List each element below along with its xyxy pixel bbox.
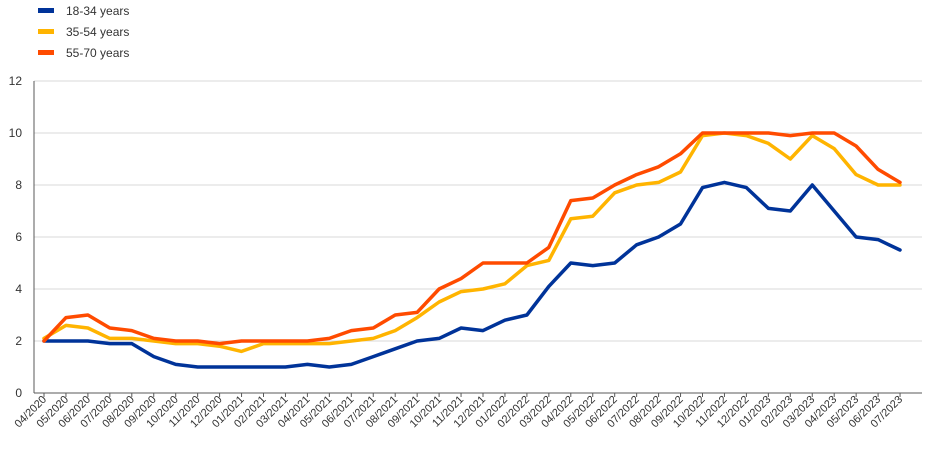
legend-swatch-18-34: [38, 8, 54, 13]
series-line-55-70-years: [42, 131, 902, 346]
legend-label-18-34: 18-34 years: [66, 3, 130, 18]
legend-swatch-35-54: [38, 29, 54, 34]
series-lines: [42, 131, 902, 369]
series-line-18-34-years: [42, 180, 902, 369]
y-tick-label: 0: [15, 386, 22, 400]
series-line-35-54-years: [42, 131, 902, 354]
legend-label-55-70: 55-70 years: [66, 45, 130, 60]
y-tick-label: 6: [15, 230, 22, 244]
y-tick-label: 12: [9, 74, 23, 88]
y-tick-label: 8: [15, 178, 22, 192]
legend-item-35-54: 35-54 years: [38, 21, 129, 42]
y-axis: 0 2 4 6 8 10 12: [9, 74, 35, 400]
chart-legend: 18-34 years 35-54 years 55-70 years: [38, 0, 129, 63]
legend-item-55-70: 55-70 years: [38, 42, 129, 63]
x-axis: 04/202005/202006/202007/202008/202009/20…: [13, 392, 922, 430]
legend-label-35-54: 35-54 years: [66, 24, 130, 39]
y-tick-label: 10: [9, 126, 23, 140]
y-tick-label: 4: [15, 282, 22, 296]
y-tick-label: 2: [15, 334, 22, 348]
legend-item-18-34: 18-34 years: [38, 0, 129, 21]
legend-swatch-55-70: [38, 50, 54, 55]
